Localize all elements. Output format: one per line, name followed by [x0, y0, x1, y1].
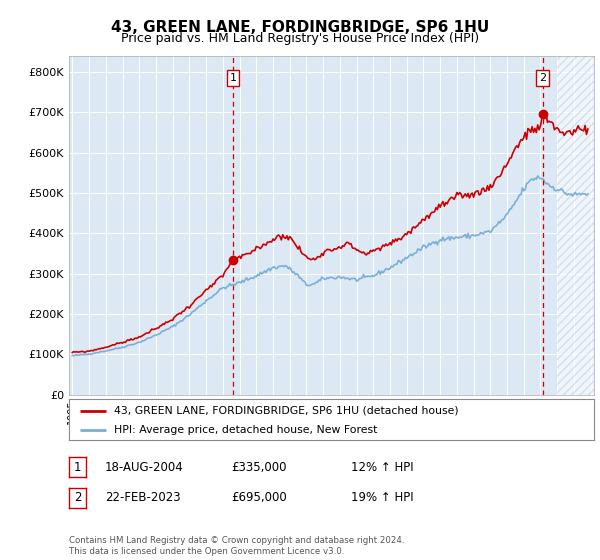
Text: 18-AUG-2004: 18-AUG-2004: [105, 460, 184, 474]
Text: 1: 1: [74, 460, 81, 474]
Text: £695,000: £695,000: [231, 491, 287, 505]
Text: 2: 2: [539, 73, 546, 83]
Text: Contains HM Land Registry data © Crown copyright and database right 2024.
This d: Contains HM Land Registry data © Crown c…: [69, 536, 404, 556]
Text: 19% ↑ HPI: 19% ↑ HPI: [351, 491, 413, 505]
Text: 1: 1: [230, 73, 236, 83]
Bar: [557, 56, 594, 395]
Text: 2: 2: [74, 491, 81, 505]
Text: 43, GREEN LANE, FORDINGBRIDGE, SP6 1HU: 43, GREEN LANE, FORDINGBRIDGE, SP6 1HU: [111, 20, 489, 35]
Text: Price paid vs. HM Land Registry's House Price Index (HPI): Price paid vs. HM Land Registry's House …: [121, 32, 479, 45]
Text: 43, GREEN LANE, FORDINGBRIDGE, SP6 1HU (detached house): 43, GREEN LANE, FORDINGBRIDGE, SP6 1HU (…: [113, 405, 458, 416]
Text: 12% ↑ HPI: 12% ↑ HPI: [351, 460, 413, 474]
Text: 22-FEB-2023: 22-FEB-2023: [105, 491, 181, 505]
Text: £335,000: £335,000: [231, 460, 287, 474]
Text: HPI: Average price, detached house, New Forest: HPI: Average price, detached house, New …: [113, 424, 377, 435]
